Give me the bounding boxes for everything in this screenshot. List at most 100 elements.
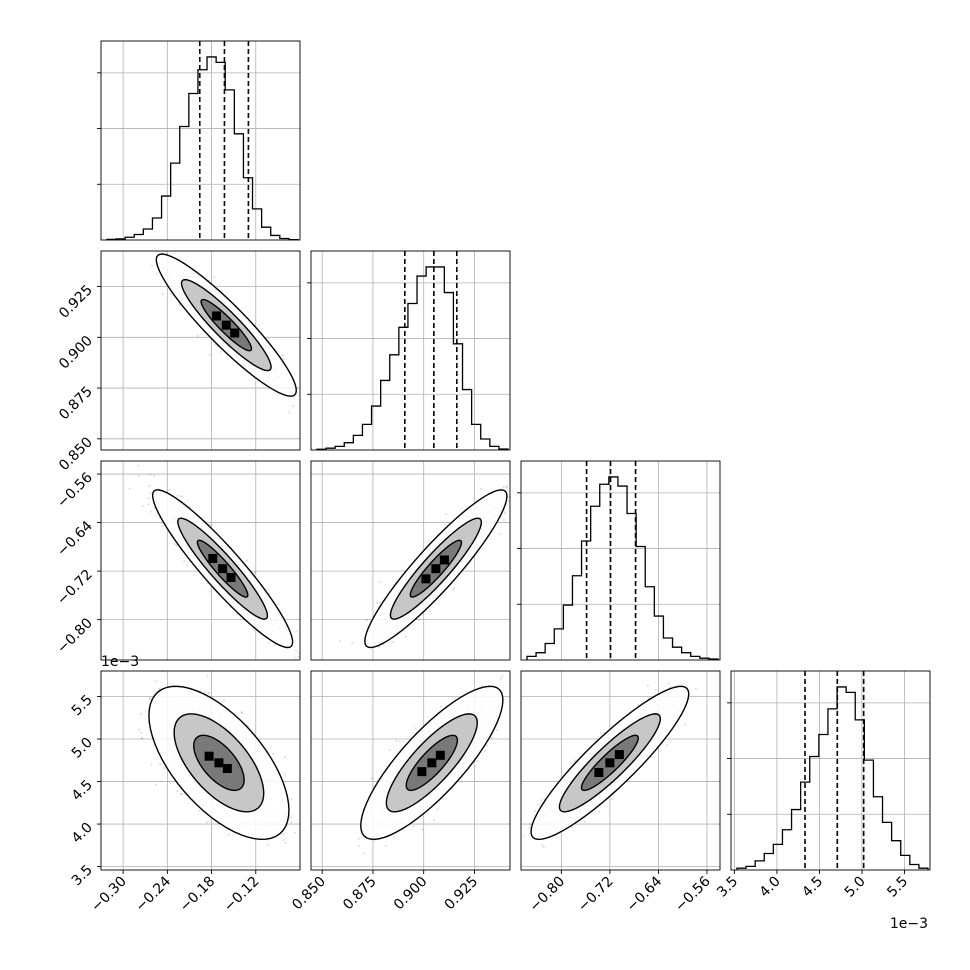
sample-point — [365, 619, 368, 622]
sample-point — [481, 684, 484, 687]
sample-point — [460, 780, 463, 783]
sample-point — [144, 246, 146, 248]
sample-point — [515, 833, 517, 835]
sample-point — [139, 712, 142, 715]
density-peak — [435, 750, 445, 760]
sample-point — [294, 831, 297, 834]
sample-point — [370, 777, 373, 780]
sample-point — [128, 487, 131, 490]
scatter-content — [311, 671, 510, 870]
sample-point — [442, 797, 445, 800]
sample-point — [152, 244, 154, 246]
sample-point — [667, 682, 670, 685]
sample-point — [440, 705, 443, 708]
sample-point — [291, 405, 294, 408]
sample-point — [128, 220, 130, 222]
sample-point — [240, 710, 243, 713]
sample-point — [508, 500, 510, 503]
sample-point — [529, 822, 532, 825]
sample-point — [351, 642, 354, 645]
sample-point — [253, 571, 256, 574]
density-peak — [427, 758, 437, 768]
sample-point — [161, 524, 164, 527]
sample-point — [363, 852, 366, 855]
sample-point — [180, 792, 183, 795]
scatter-content — [101, 671, 309, 870]
sample-point — [301, 676, 303, 678]
sample-point — [583, 820, 586, 823]
sample-point — [358, 844, 361, 847]
sample-point — [148, 484, 151, 487]
sample-point — [153, 506, 156, 509]
sample-point — [208, 692, 211, 695]
sample-point — [266, 843, 269, 846]
sample-point — [508, 496, 510, 499]
sample-point — [486, 744, 489, 747]
sample-point — [378, 601, 381, 604]
sample-point — [210, 524, 213, 527]
sample-point — [307, 864, 309, 866]
sample-point — [140, 737, 143, 740]
sample-point — [417, 618, 420, 621]
sample-point — [432, 819, 435, 822]
sample-point — [395, 739, 398, 742]
sample-point — [154, 690, 157, 693]
diagonal-frame — [730, 670, 931, 871]
sample-point — [169, 292, 172, 295]
sample-point — [277, 603, 280, 606]
density-peak — [230, 328, 240, 338]
scatter-content — [101, 220, 300, 450]
sample-point — [499, 677, 502, 680]
sample-point — [502, 519, 505, 522]
sample-point — [391, 641, 394, 644]
scatter-panel-r2-c0 — [101, 456, 303, 678]
diagonal-frame — [310, 250, 511, 451]
sample-point — [289, 798, 292, 801]
sample-point — [240, 712, 243, 715]
sample-point — [523, 835, 526, 838]
sample-point — [274, 643, 277, 646]
sample-point — [540, 799, 543, 802]
sample-point — [137, 728, 140, 731]
sample-point — [515, 491, 517, 493]
sample-point — [721, 659, 723, 661]
sample-point — [176, 494, 179, 497]
density-peak — [431, 564, 441, 574]
sample-point — [513, 498, 515, 500]
density-peak — [218, 564, 228, 574]
sample-point — [154, 680, 157, 683]
sample-point — [140, 731, 143, 734]
sample-point — [501, 675, 504, 678]
sample-point — [414, 727, 417, 730]
sample-point — [484, 750, 487, 753]
scatter-panel-r2-c1 — [311, 461, 517, 660]
sample-point — [281, 354, 284, 357]
histogram-bars — [526, 476, 719, 660]
sample-point — [147, 503, 150, 506]
sample-point — [377, 646, 380, 649]
sample-point — [358, 837, 361, 840]
sample-point — [290, 821, 293, 824]
sample-point — [289, 816, 292, 819]
sample-point — [404, 635, 407, 638]
density-peak — [204, 751, 214, 761]
sample-point — [149, 473, 152, 476]
sample-point — [203, 690, 206, 693]
sample-point — [495, 729, 498, 732]
sample-point — [206, 692, 209, 695]
sample-point — [514, 833, 516, 835]
sample-point — [528, 826, 531, 829]
sample-point — [144, 245, 146, 247]
sample-point — [151, 264, 154, 267]
sample-point — [694, 687, 697, 690]
sample-point — [252, 629, 255, 632]
scatter-panel-r3-c0 — [101, 671, 309, 870]
sample-point — [429, 610, 432, 613]
histogram-bars — [106, 56, 299, 241]
sample-point — [116, 456, 118, 458]
density-peak — [211, 311, 221, 321]
sample-point — [153, 474, 156, 477]
sample-point — [301, 804, 303, 806]
sample-point — [375, 601, 378, 604]
sample-point — [421, 828, 424, 831]
